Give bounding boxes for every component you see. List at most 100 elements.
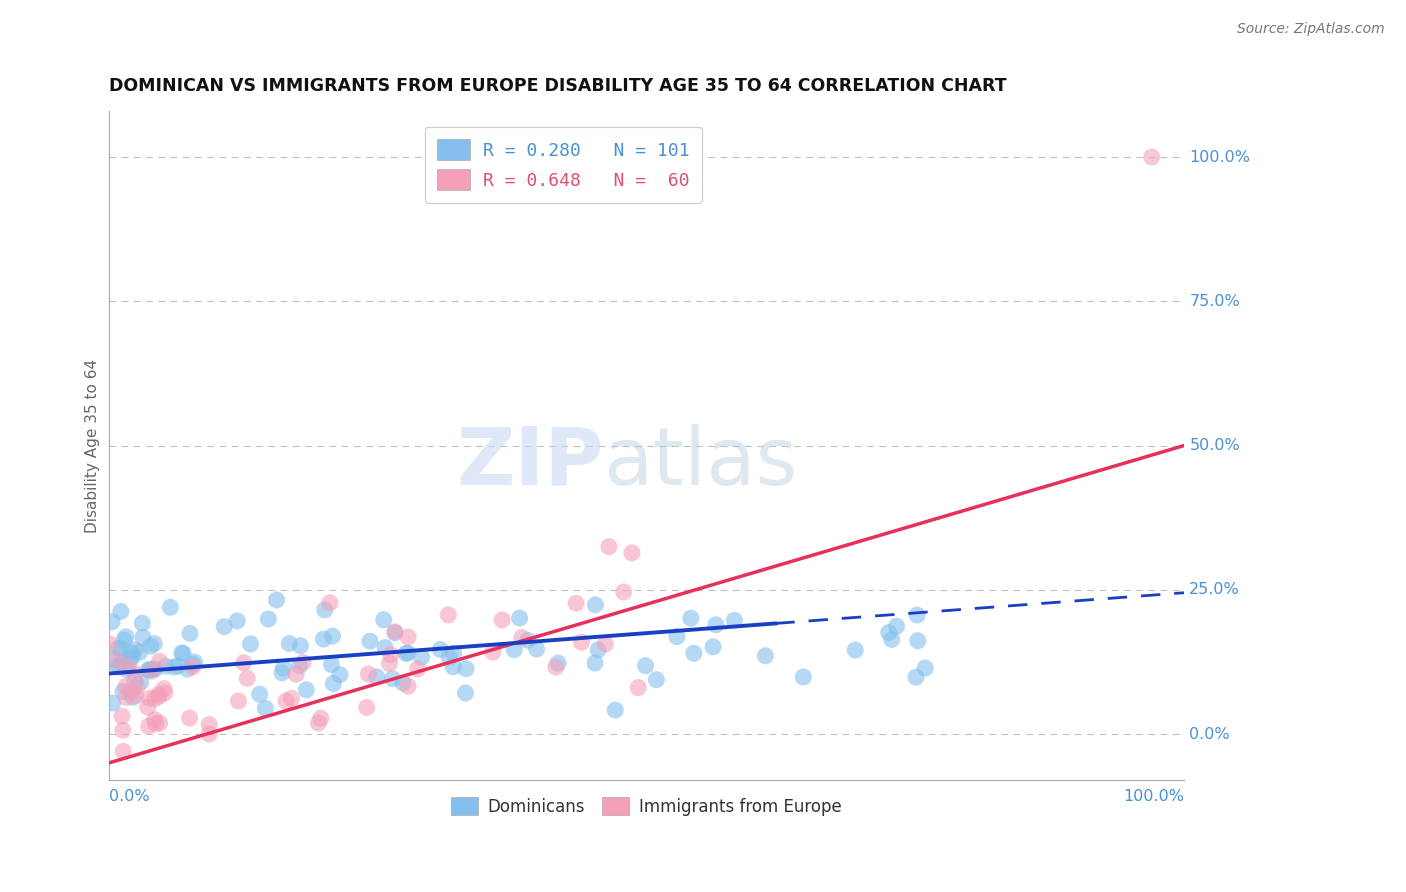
Point [366,670,388,684]
Point [373,613,395,627]
Point [249,687,271,701]
Point [583,598,606,612]
Point [396,646,419,660]
Point [120,684,142,698]
Point [321,657,343,672]
Point [112,744,135,758]
Point [683,646,706,660]
Point [266,593,288,607]
Point [679,611,702,625]
Point [312,632,335,646]
Point [544,660,567,674]
Point [880,632,903,647]
Point [429,642,451,657]
Point [357,667,380,681]
Point [257,612,280,626]
Point [285,667,308,681]
Text: 100.0%: 100.0% [1189,150,1250,164]
Point [214,619,236,633]
Point [792,670,814,684]
Point [396,679,419,693]
Point [482,645,505,659]
Point [314,603,336,617]
Point [565,596,588,610]
Point [110,604,132,618]
Point [702,640,724,654]
Point [128,645,150,659]
Point [107,641,129,656]
Point [153,681,176,696]
Point [143,636,166,650]
Point [491,613,513,627]
Point [163,660,186,674]
Point [115,690,138,705]
Point [290,639,312,653]
Point [322,676,344,690]
Point [148,716,170,731]
Point [627,681,650,695]
Point [143,691,166,706]
Point [877,625,900,640]
Point [907,633,929,648]
Point [392,676,415,690]
Point [516,633,538,648]
Point [179,711,201,725]
Text: 0.0%: 0.0% [1189,727,1230,741]
Text: 75.0%: 75.0% [1189,293,1240,309]
Point [437,607,460,622]
Point [148,654,170,668]
Point [129,675,152,690]
Point [406,662,429,676]
Text: Source: ZipAtlas.com: Source: ZipAtlas.com [1237,22,1385,37]
Point [107,659,129,673]
Point [278,636,301,650]
Point [115,630,138,644]
Point [595,637,617,651]
Point [138,691,160,706]
Point [886,619,908,633]
Point [141,664,163,678]
Point [124,674,146,689]
Point [295,682,318,697]
Point [381,672,404,686]
Point [754,648,776,663]
Point [103,652,125,666]
Point [139,639,162,653]
Point [117,660,139,674]
Point [125,680,148,694]
Point [254,701,277,715]
Point [526,642,548,657]
Point [148,689,170,703]
Point [138,663,160,677]
Point [198,727,221,741]
Point [226,614,249,628]
Point [613,585,636,599]
Point [120,646,142,660]
Point [111,656,134,670]
Point [291,656,314,670]
Point [274,694,297,708]
Point [905,607,928,622]
Point [374,640,396,655]
Point [384,625,406,640]
Point [108,660,131,674]
Point [239,637,262,651]
Point [155,659,177,673]
Point [359,634,381,648]
Point [704,617,727,632]
Point [138,719,160,733]
Point [598,540,620,554]
Point [170,646,193,660]
Text: atlas: atlas [603,424,797,502]
Point [605,703,627,717]
Point [509,611,531,625]
Point [145,716,167,731]
Text: ZIP: ZIP [456,424,603,502]
Point [236,671,259,685]
Point [321,629,343,643]
Point [124,643,146,657]
Point [98,637,121,651]
Text: DOMINICAN VS IMMIGRANTS FROM EUROPE DISABILITY AGE 35 TO 64 CORRELATION CHART: DOMINICAN VS IMMIGRANTS FROM EUROPE DISA… [108,78,1007,95]
Point [395,646,418,660]
Point [167,659,190,673]
